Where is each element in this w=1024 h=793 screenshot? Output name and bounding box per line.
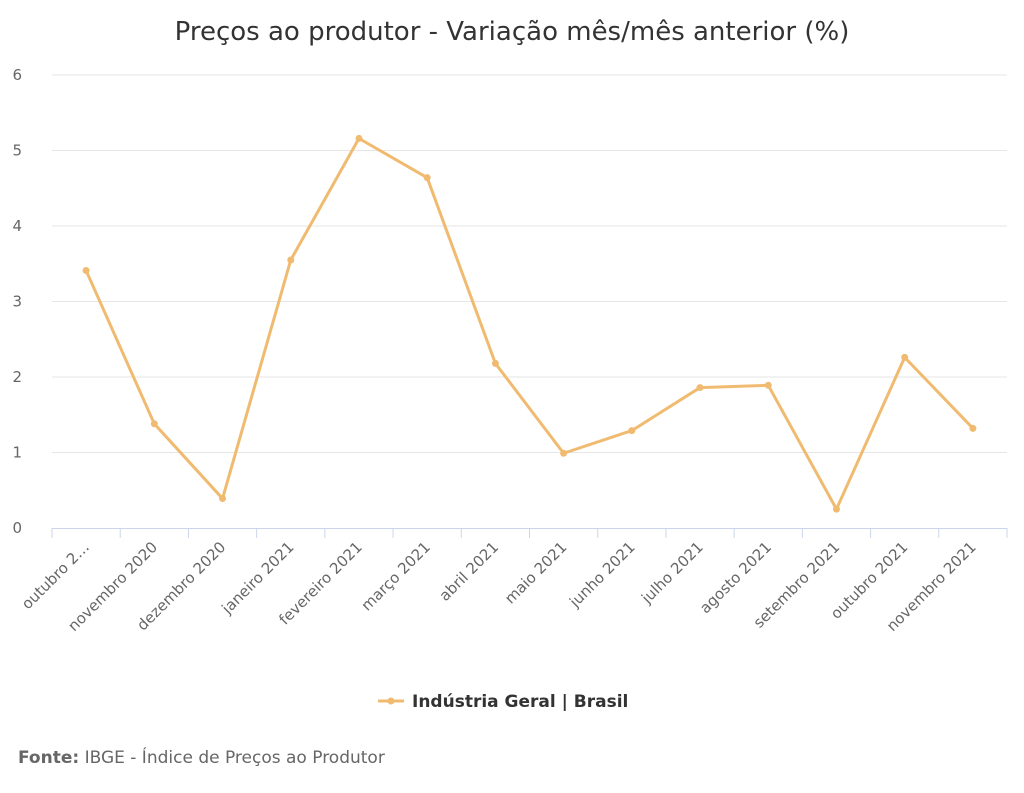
series-line[interactable] [84, 136, 975, 511]
y-tick-label: 0 [12, 519, 22, 537]
y-tick-label: 4 [12, 217, 22, 235]
y-tick-label: 3 [12, 293, 22, 311]
data-point[interactable] [423, 174, 431, 182]
data-point[interactable] [355, 134, 363, 142]
x-tick-label: junho 2021 [565, 538, 638, 611]
data-point[interactable] [696, 384, 704, 392]
gridlines [52, 74, 1007, 453]
data-point[interactable] [764, 381, 772, 389]
data-point[interactable] [832, 505, 840, 513]
legend[interactable]: Indústria Geral | Brasil [378, 692, 628, 712]
data-point[interactable] [219, 495, 227, 503]
x-tick-label: julho 2021 [637, 538, 707, 608]
y-axis: 0 1 2 3 4 5 6 [12, 66, 22, 537]
y-tick-label: 6 [12, 66, 22, 84]
y-tick-label: 1 [12, 444, 22, 462]
data-point[interactable] [969, 424, 977, 432]
x-tick-label: maio 2021 [501, 538, 570, 607]
chart-title: Preços ao produtor - Variação mês/mês an… [175, 17, 850, 47]
data-point[interactable] [628, 427, 636, 435]
source-note: Fonte: IBGE - Índice de Preços ao Produt… [18, 748, 385, 768]
legend-marker-symbol [387, 697, 395, 705]
series-layer [82, 134, 977, 513]
x-tick-label: março 2021 [358, 538, 434, 614]
source-label: Fonte: [18, 748, 80, 768]
data-point[interactable] [82, 267, 90, 275]
y-tick-label: 2 [12, 368, 22, 386]
legend-label[interactable]: Indústria Geral | Brasil [412, 692, 628, 712]
data-point[interactable] [491, 359, 499, 367]
data-point[interactable] [560, 449, 568, 457]
data-point[interactable] [901, 353, 909, 361]
source-text: IBGE - Índice de Preços ao Produtor [84, 748, 385, 768]
x-tick-label: abril 2021 [436, 538, 503, 605]
data-point[interactable] [150, 420, 158, 428]
x-tick-label: outubro 2… [18, 538, 93, 613]
y-tick-label: 5 [12, 142, 22, 160]
data-point[interactable] [287, 256, 295, 264]
